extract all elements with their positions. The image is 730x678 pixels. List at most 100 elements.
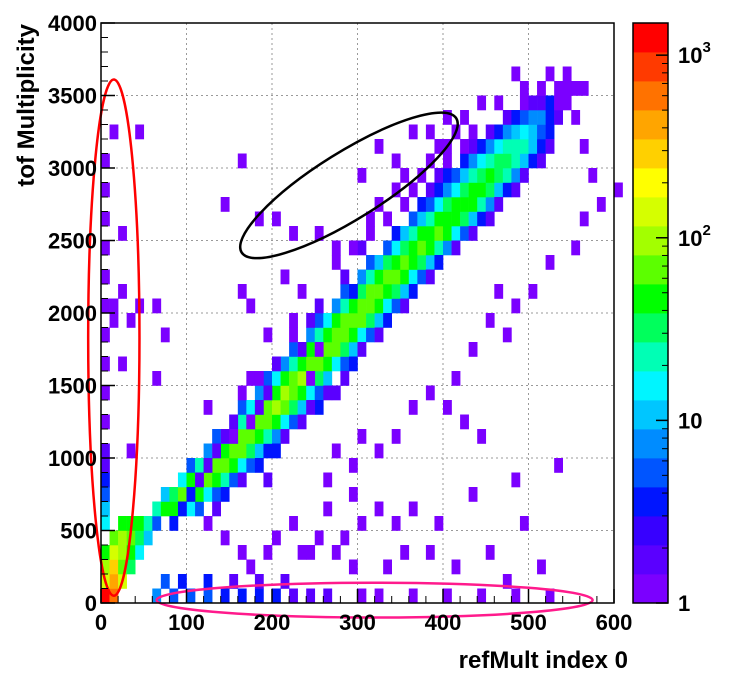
heatmap-bin <box>254 458 264 473</box>
heatmap-bin <box>186 458 196 473</box>
heatmap-bin <box>203 516 213 531</box>
heatmap-bin <box>314 400 324 415</box>
heatmap-bin <box>160 487 170 502</box>
heatmap-bin <box>571 110 581 125</box>
heatmap-bin <box>494 124 504 140</box>
heatmap-bin <box>485 139 495 154</box>
heatmap-bin <box>323 327 333 343</box>
heatmap-bin <box>400 269 410 285</box>
heatmap-bin <box>357 327 367 343</box>
colorbar-tick-exponent: 3 <box>702 39 710 56</box>
heatmap-bin <box>554 110 563 125</box>
heatmap-bin <box>502 182 512 198</box>
heatmap-bin <box>229 443 239 459</box>
heatmap-bin <box>229 574 239 589</box>
heatmap-bin <box>263 429 273 444</box>
colorbar-segment <box>633 255 668 285</box>
heatmap-bin <box>220 197 230 212</box>
heatmap-bin <box>519 516 529 531</box>
heatmap-bin <box>297 342 307 357</box>
heatmap-bin <box>511 298 521 314</box>
heatmap-bin <box>434 226 444 241</box>
heatmap-bin <box>451 226 461 241</box>
heatmap-bin <box>152 371 162 386</box>
heatmap-bin <box>135 516 145 531</box>
heatmap-bin <box>263 443 273 459</box>
heatmap-bin <box>101 501 110 517</box>
heatmap-bin <box>109 298 119 314</box>
heatmap-bin <box>485 545 495 560</box>
heatmap-bin <box>391 269 401 285</box>
heatmap-bin <box>126 443 136 459</box>
heatmap-bin <box>323 385 333 401</box>
heatmap-bin <box>118 545 127 560</box>
heatmap-bin <box>340 284 350 299</box>
heatmap-bin <box>340 298 350 314</box>
heatmap-bin <box>468 139 478 154</box>
heatmap-bin <box>425 255 435 270</box>
heatmap-bin <box>460 197 469 212</box>
heatmap-bin <box>366 298 375 314</box>
heatmap-bin <box>357 516 367 531</box>
heatmap-bin <box>408 284 418 299</box>
heatmap-bin <box>203 458 213 473</box>
heatmap-bin <box>408 182 418 198</box>
heatmap-bin <box>280 356 290 372</box>
heatmap-bin <box>109 559 119 575</box>
heatmap-bin <box>289 516 298 531</box>
heatmap-bin <box>306 371 316 386</box>
heatmap-bin <box>169 501 179 517</box>
heatmap-bin <box>323 356 333 372</box>
heatmap-bin <box>263 371 273 386</box>
heatmap-bin <box>297 545 307 560</box>
heatmap-bin <box>306 356 316 372</box>
heatmap-bin <box>254 385 264 401</box>
heatmap-bin <box>468 342 478 357</box>
heatmap-bin <box>135 530 145 546</box>
heatmap-bin <box>443 197 452 212</box>
heatmap-bin <box>545 139 555 154</box>
heatmap-bin <box>408 255 418 270</box>
heatmap-bin <box>101 545 110 560</box>
colorbar-segment <box>633 23 668 53</box>
heatmap-bin <box>246 371 256 386</box>
heatmap-bin <box>417 269 427 285</box>
heatmap-bin <box>383 559 392 575</box>
heatmap-bin <box>331 255 341 270</box>
heatmap-bin <box>408 211 418 227</box>
heatmap-bin <box>425 153 435 169</box>
heatmap-bin <box>425 197 435 212</box>
heatmap-bin <box>391 153 401 169</box>
heatmap-bin <box>383 298 392 314</box>
colorbar-segment <box>633 342 668 372</box>
heatmap-bin <box>348 327 358 343</box>
heatmap-bin <box>357 588 367 604</box>
colorbar-segment <box>633 284 668 314</box>
heatmap-bin <box>425 545 435 560</box>
heatmap-bin <box>348 458 358 473</box>
heatmap-bin <box>340 530 350 546</box>
colorbar-segment <box>633 574 668 604</box>
heatmap-bin <box>460 168 469 183</box>
heatmap-bin <box>323 472 333 488</box>
colorbar-segment <box>633 487 668 517</box>
heatmap-bin <box>417 168 427 183</box>
heatmap-bin <box>254 414 264 430</box>
heatmap-bin <box>118 516 127 531</box>
heatmap-bin <box>391 516 401 531</box>
heatmap-bin <box>425 240 435 256</box>
heatmap-bin <box>101 269 110 285</box>
heatmap-bin <box>460 414 469 430</box>
heatmap-bin <box>554 458 563 473</box>
heatmap-bin <box>101 458 110 473</box>
heatmap-bin <box>229 472 239 488</box>
heatmap-bin <box>135 124 145 140</box>
heatmap-bin <box>331 342 341 357</box>
colorbar-tick-label: 10 <box>678 408 702 433</box>
heatmap-bin <box>417 240 427 256</box>
colorbar-tick-base: 1 <box>678 591 690 616</box>
heatmap-bin <box>443 182 452 198</box>
colorbar-segment <box>633 226 668 256</box>
heatmap-bin <box>212 487 221 502</box>
heatmap-bin <box>177 574 187 589</box>
